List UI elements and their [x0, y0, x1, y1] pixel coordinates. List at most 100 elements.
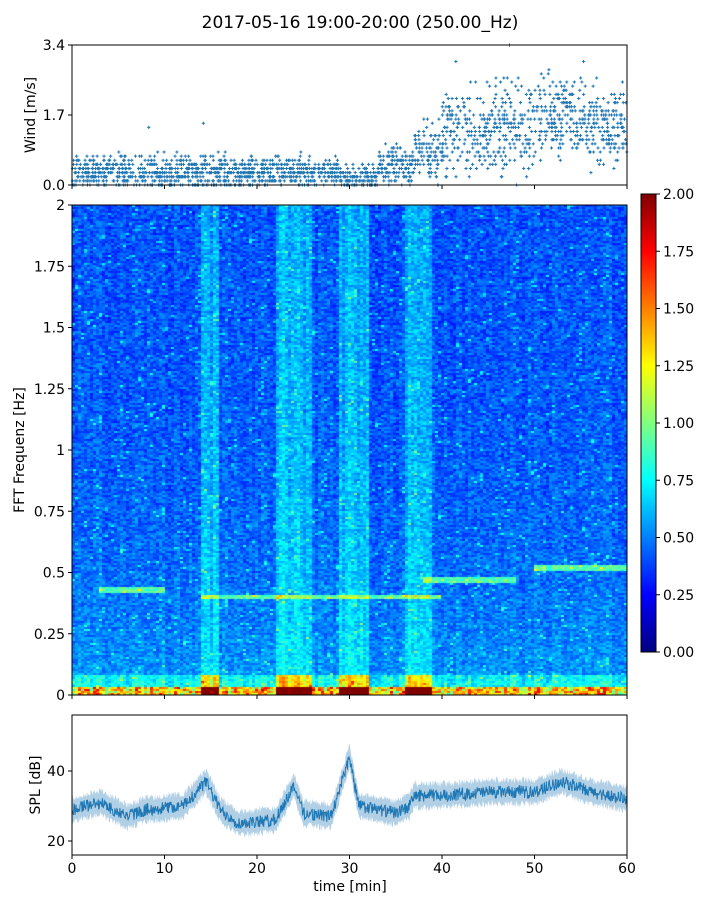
wind-point: [272, 175, 276, 179]
wind-point: [417, 171, 422, 175]
wind-point: [454, 117, 458, 121]
wind-point: [613, 133, 617, 138]
wind-point: [504, 133, 508, 138]
wind-point: [480, 117, 484, 121]
wind-point: [130, 175, 135, 179]
wind-point: [501, 166, 505, 171]
wind-point: [569, 109, 573, 113]
wind-point: [110, 166, 114, 171]
wind-point: [518, 101, 523, 105]
wind-point: [445, 117, 450, 121]
wind-point: [408, 175, 412, 179]
spl-xtick-label: 50: [526, 861, 544, 877]
wind-point: [178, 162, 182, 167]
wind-point: [165, 158, 169, 162]
wind-point: [463, 113, 467, 117]
spl-ytick-label: 20: [47, 834, 65, 850]
wind-point: [559, 121, 563, 125]
wind-point: [332, 171, 336, 175]
wind-point: [440, 105, 444, 109]
wind-point: [266, 171, 270, 175]
wind-ytick-label: 1.7: [43, 108, 65, 124]
wind-point: [585, 133, 589, 138]
wind-point: [440, 113, 444, 117]
wind-point: [371, 179, 375, 183]
wind-point: [428, 162, 432, 167]
wind-point: [95, 154, 99, 158]
wind-point: [392, 171, 397, 175]
wind-point: [338, 171, 343, 175]
wind-point: [516, 76, 520, 80]
wind-point: [531, 142, 535, 146]
wind-point: [185, 166, 189, 171]
wind-point: [76, 158, 80, 162]
wind-point: [532, 154, 536, 158]
wind-point: [440, 150, 445, 154]
wind-point: [451, 142, 455, 146]
colorbar-tick-label: 2.00: [663, 187, 694, 203]
wind-point: [433, 150, 438, 154]
wind-point: [411, 150, 415, 154]
wind-point: [493, 96, 497, 101]
wind-point: [305, 171, 309, 175]
wind-point: [165, 175, 169, 179]
wind-point: [573, 109, 577, 113]
wind-point: [533, 117, 537, 121]
wind-point: [85, 154, 89, 158]
wind-point: [227, 166, 232, 171]
wind-point: [471, 146, 475, 150]
spl-ylabel: SPL [dB]: [28, 756, 44, 815]
wind-point: [169, 175, 174, 179]
wind-point: [583, 113, 587, 117]
wind-point: [390, 146, 394, 150]
wind-point: [115, 179, 120, 183]
wind-point: [546, 121, 550, 125]
wind-point: [222, 166, 226, 171]
wind-point: [332, 179, 336, 183]
spl-xtick-label: 20: [248, 861, 266, 877]
wind-point: [407, 171, 411, 175]
wind-point: [619, 121, 623, 125]
wind-point: [410, 171, 414, 175]
wind-point: [354, 175, 359, 179]
wind-point: [444, 92, 448, 97]
wind-point: [540, 142, 545, 146]
wind-point: [501, 117, 505, 121]
wind-panel: 0.0 1.7 3.4 Wind [m/s]: [23, 38, 629, 194]
wind-point: [91, 166, 95, 171]
wind-point: [491, 101, 496, 105]
wind-point: [572, 105, 576, 109]
wind-point: [553, 129, 558, 134]
wind-point: [592, 105, 596, 109]
spectrogram-image: [72, 205, 627, 695]
wind-point: [531, 105, 536, 109]
wind-point: [260, 179, 264, 183]
wind-point: [527, 125, 532, 129]
wind-point: [519, 150, 523, 154]
wind-point: [467, 129, 471, 134]
wind-point: [549, 146, 554, 150]
wind-point: [234, 179, 239, 183]
wind-point: [253, 179, 257, 183]
wind-point: [502, 76, 506, 80]
wind-point: [299, 166, 303, 171]
wind-point: [190, 171, 194, 175]
wind-point: [485, 138, 489, 142]
wind-point: [510, 138, 515, 142]
wind-point: [268, 166, 272, 171]
wind-point: [533, 129, 538, 134]
wind-point: [371, 162, 375, 167]
wind-point: [179, 154, 183, 158]
wind-point: [330, 175, 334, 179]
wind-point: [306, 175, 310, 179]
wind-point: [556, 92, 560, 97]
wind-point: [181, 162, 186, 167]
wind-point: [448, 133, 452, 138]
wind-point: [385, 171, 389, 175]
wind-point: [408, 179, 412, 183]
wind-point: [527, 96, 532, 101]
wind-point: [528, 101, 532, 105]
wind-point: [428, 166, 432, 171]
wind-point: [434, 175, 438, 179]
wind-point: [398, 146, 402, 150]
